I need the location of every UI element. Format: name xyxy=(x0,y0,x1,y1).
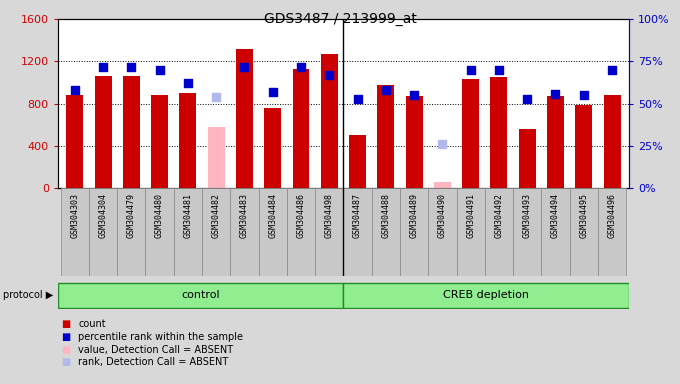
Point xyxy=(154,67,165,73)
Text: ■: ■ xyxy=(61,319,71,329)
Bar xyxy=(292,69,309,188)
Point xyxy=(267,89,278,95)
Point xyxy=(69,87,80,93)
Text: GSM304480: GSM304480 xyxy=(155,193,164,238)
Bar xyxy=(146,188,173,276)
Bar xyxy=(428,188,456,276)
Point xyxy=(380,87,391,93)
Point xyxy=(550,91,561,97)
Point xyxy=(239,63,250,70)
Point xyxy=(98,63,109,70)
Bar xyxy=(485,188,513,276)
Bar xyxy=(61,188,89,276)
Bar xyxy=(151,95,168,188)
Point xyxy=(296,63,307,70)
Bar xyxy=(117,188,146,276)
Bar xyxy=(434,182,451,188)
Bar xyxy=(462,79,479,188)
Bar xyxy=(343,188,372,276)
Bar xyxy=(598,188,626,276)
Bar xyxy=(575,105,592,188)
Text: CREB depletion: CREB depletion xyxy=(443,290,529,300)
Bar xyxy=(202,188,231,276)
Bar xyxy=(321,54,338,188)
Text: GSM304482: GSM304482 xyxy=(211,193,220,238)
Bar xyxy=(258,188,287,276)
Bar xyxy=(604,95,621,188)
Bar xyxy=(519,129,536,188)
Text: GSM304489: GSM304489 xyxy=(409,193,419,238)
Point xyxy=(211,94,222,100)
Bar xyxy=(372,188,400,276)
Point xyxy=(494,67,505,73)
Point xyxy=(409,92,420,98)
Text: ■: ■ xyxy=(61,358,71,367)
Point xyxy=(607,67,617,73)
Text: GSM304490: GSM304490 xyxy=(438,193,447,238)
Bar xyxy=(570,188,598,276)
Text: ■: ■ xyxy=(61,332,71,342)
Point xyxy=(522,96,532,102)
Bar xyxy=(173,188,202,276)
Text: GSM304496: GSM304496 xyxy=(607,193,617,238)
Text: GSM304483: GSM304483 xyxy=(240,193,249,238)
Text: protocol ▶: protocol ▶ xyxy=(3,290,54,300)
Bar xyxy=(400,188,428,276)
Text: GSM304492: GSM304492 xyxy=(494,193,503,238)
Text: rank, Detection Call = ABSENT: rank, Detection Call = ABSENT xyxy=(78,358,228,367)
Bar xyxy=(58,283,343,308)
Bar xyxy=(231,188,258,276)
Text: GSM304479: GSM304479 xyxy=(127,193,136,238)
Bar xyxy=(207,127,224,188)
Text: GSM304495: GSM304495 xyxy=(579,193,588,238)
Bar xyxy=(343,283,629,308)
Point xyxy=(437,141,448,147)
Text: count: count xyxy=(78,319,106,329)
Bar xyxy=(377,85,394,188)
Bar xyxy=(513,188,541,276)
Bar xyxy=(541,188,570,276)
Bar xyxy=(180,93,197,188)
Bar xyxy=(456,188,485,276)
Bar xyxy=(405,96,422,188)
Point xyxy=(352,96,363,102)
Text: GSM304487: GSM304487 xyxy=(353,193,362,238)
Point xyxy=(578,92,589,98)
Bar xyxy=(315,188,343,276)
Text: GSM304493: GSM304493 xyxy=(523,193,532,238)
Bar xyxy=(265,108,282,188)
Text: GDS3487 / 213999_at: GDS3487 / 213999_at xyxy=(264,12,416,25)
Text: GSM304484: GSM304484 xyxy=(268,193,277,238)
Bar xyxy=(89,188,117,276)
Bar xyxy=(66,95,83,188)
Bar xyxy=(547,96,564,188)
Bar xyxy=(236,49,253,188)
Text: GSM304481: GSM304481 xyxy=(184,193,192,238)
Text: GSM304303: GSM304303 xyxy=(70,193,80,238)
Bar xyxy=(123,76,140,188)
Text: percentile rank within the sample: percentile rank within the sample xyxy=(78,332,243,342)
Text: GSM304304: GSM304304 xyxy=(99,193,107,238)
Bar xyxy=(349,136,366,188)
Text: GSM304498: GSM304498 xyxy=(325,193,334,238)
Bar xyxy=(490,77,507,188)
Text: ■: ■ xyxy=(61,345,71,355)
Point xyxy=(324,72,335,78)
Text: GSM304494: GSM304494 xyxy=(551,193,560,238)
Text: GSM304486: GSM304486 xyxy=(296,193,305,238)
Text: GSM304491: GSM304491 xyxy=(466,193,475,238)
Point xyxy=(182,80,193,86)
Text: value, Detection Call = ABSENT: value, Detection Call = ABSENT xyxy=(78,345,233,355)
Point xyxy=(126,63,137,70)
Bar xyxy=(287,188,315,276)
Text: control: control xyxy=(182,290,220,300)
Bar xyxy=(95,76,112,188)
Text: GSM304488: GSM304488 xyxy=(381,193,390,238)
Point xyxy=(465,67,476,73)
